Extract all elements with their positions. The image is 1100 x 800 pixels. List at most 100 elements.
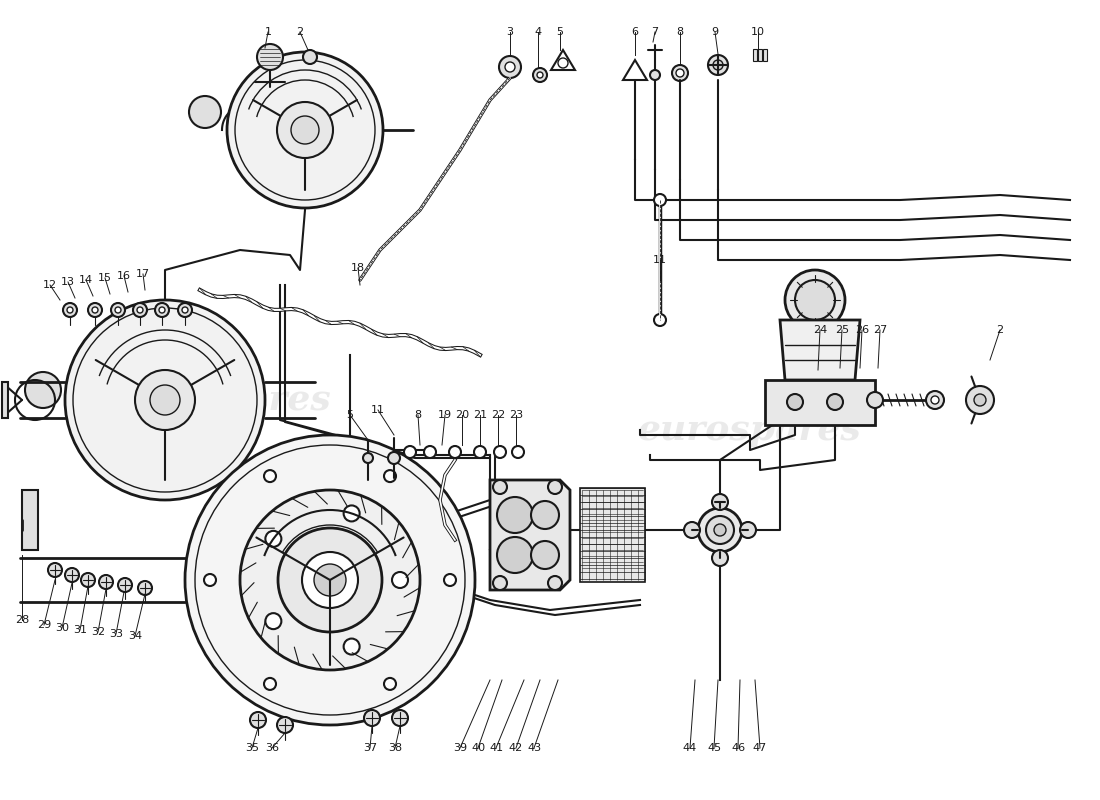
Circle shape xyxy=(392,572,408,588)
Circle shape xyxy=(250,712,266,728)
Circle shape xyxy=(65,568,79,582)
Circle shape xyxy=(740,522,756,538)
Text: 25: 25 xyxy=(835,325,849,335)
Circle shape xyxy=(138,581,152,595)
Text: 36: 36 xyxy=(265,743,279,753)
Circle shape xyxy=(278,528,382,632)
Circle shape xyxy=(265,531,282,547)
Text: 46: 46 xyxy=(730,743,745,753)
Circle shape xyxy=(343,638,360,654)
Polygon shape xyxy=(780,320,860,380)
Circle shape xyxy=(497,497,534,533)
Text: 6: 6 xyxy=(631,27,638,37)
Circle shape xyxy=(99,575,113,589)
Circle shape xyxy=(795,280,835,320)
Text: 10: 10 xyxy=(751,27,764,37)
Text: 18: 18 xyxy=(351,263,365,273)
Circle shape xyxy=(65,300,265,500)
Text: 4: 4 xyxy=(535,27,541,37)
Text: 45: 45 xyxy=(707,743,722,753)
Circle shape xyxy=(277,717,293,733)
Text: 5: 5 xyxy=(346,410,353,420)
Bar xyxy=(754,49,757,61)
Circle shape xyxy=(499,56,521,78)
Text: 3: 3 xyxy=(506,27,514,37)
Circle shape xyxy=(92,307,98,313)
Circle shape xyxy=(388,452,400,464)
Circle shape xyxy=(257,44,283,70)
Bar xyxy=(2,382,8,418)
Circle shape xyxy=(714,524,726,536)
Text: 2: 2 xyxy=(997,325,1003,335)
Circle shape xyxy=(135,370,195,430)
Circle shape xyxy=(81,573,95,587)
Circle shape xyxy=(706,516,734,544)
Text: 20: 20 xyxy=(455,410,469,420)
Circle shape xyxy=(534,68,547,82)
Text: 44: 44 xyxy=(683,743,697,753)
Text: 30: 30 xyxy=(55,623,69,633)
Text: 42: 42 xyxy=(509,743,524,753)
Circle shape xyxy=(302,552,358,608)
Circle shape xyxy=(827,394,843,410)
Text: 1: 1 xyxy=(264,27,272,37)
Circle shape xyxy=(240,490,420,670)
Polygon shape xyxy=(490,480,570,590)
Text: 35: 35 xyxy=(245,743,258,753)
Text: 11: 11 xyxy=(371,405,385,415)
Circle shape xyxy=(654,314,666,326)
Circle shape xyxy=(672,65,688,81)
Bar xyxy=(764,380,875,425)
Text: 8: 8 xyxy=(415,410,421,420)
Circle shape xyxy=(265,613,282,629)
Circle shape xyxy=(292,116,319,144)
Text: 7: 7 xyxy=(651,27,659,37)
Text: 12: 12 xyxy=(43,280,57,290)
Circle shape xyxy=(548,480,562,494)
Circle shape xyxy=(512,446,524,458)
Circle shape xyxy=(548,576,562,590)
Circle shape xyxy=(531,501,559,529)
Text: 28: 28 xyxy=(15,615,29,625)
Circle shape xyxy=(155,303,169,317)
Circle shape xyxy=(363,453,373,463)
Text: 15: 15 xyxy=(98,273,112,283)
Circle shape xyxy=(264,678,276,690)
Circle shape xyxy=(494,446,506,458)
Circle shape xyxy=(712,494,728,510)
Circle shape xyxy=(684,522,700,538)
Circle shape xyxy=(364,710,380,726)
Circle shape xyxy=(63,303,77,317)
Text: 22: 22 xyxy=(491,410,505,420)
Text: 14: 14 xyxy=(79,275,94,285)
Circle shape xyxy=(392,710,408,726)
Circle shape xyxy=(966,386,994,414)
Circle shape xyxy=(25,372,60,408)
Circle shape xyxy=(867,392,883,408)
Circle shape xyxy=(712,550,728,566)
Circle shape xyxy=(384,678,396,690)
Bar xyxy=(758,49,762,61)
Circle shape xyxy=(178,303,192,317)
Text: 29: 29 xyxy=(37,620,51,630)
Circle shape xyxy=(474,446,486,458)
Circle shape xyxy=(111,303,125,317)
Text: 37: 37 xyxy=(363,743,377,753)
Circle shape xyxy=(88,303,102,317)
Circle shape xyxy=(343,506,360,522)
Circle shape xyxy=(785,270,845,330)
Circle shape xyxy=(931,396,939,404)
Circle shape xyxy=(118,578,132,592)
Circle shape xyxy=(676,69,684,77)
Text: 11: 11 xyxy=(653,255,667,265)
Circle shape xyxy=(708,55,728,75)
Circle shape xyxy=(138,307,143,313)
Circle shape xyxy=(505,62,515,72)
Circle shape xyxy=(227,52,383,208)
Bar xyxy=(580,488,645,582)
Text: 19: 19 xyxy=(438,410,452,420)
Circle shape xyxy=(384,470,396,482)
Text: 38: 38 xyxy=(388,743,403,753)
Circle shape xyxy=(204,574,216,586)
Circle shape xyxy=(116,307,121,313)
